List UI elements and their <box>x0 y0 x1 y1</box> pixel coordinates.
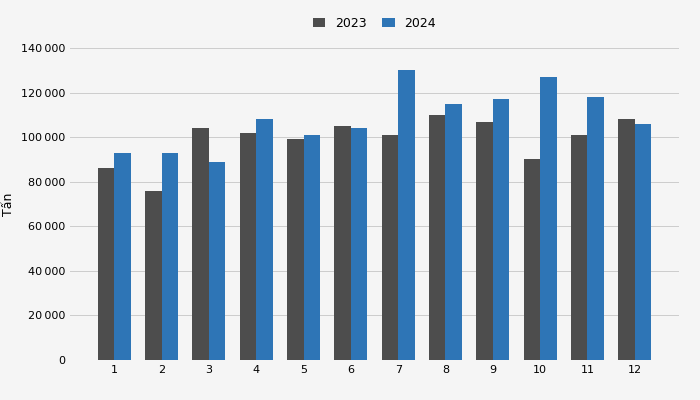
Bar <box>256 119 273 360</box>
Bar <box>335 126 351 360</box>
Bar <box>635 124 651 360</box>
Bar <box>382 135 398 360</box>
Legend: 2023, 2024: 2023, 2024 <box>313 17 436 30</box>
Bar <box>540 77 556 360</box>
Bar <box>493 99 510 360</box>
Bar <box>445 104 462 360</box>
Bar <box>476 122 493 360</box>
Bar <box>524 160 540 360</box>
Bar <box>193 128 209 360</box>
Bar <box>304 135 320 360</box>
Bar <box>114 153 131 360</box>
Bar <box>287 139 304 360</box>
Bar <box>618 119 635 360</box>
Bar <box>98 168 114 360</box>
Bar <box>351 128 368 360</box>
Y-axis label: Tấn: Tấn <box>2 192 15 216</box>
Bar <box>398 70 414 360</box>
Bar <box>162 153 178 360</box>
Bar <box>429 115 445 360</box>
Bar <box>571 135 587 360</box>
Bar <box>145 191 162 360</box>
Bar <box>239 133 256 360</box>
Bar <box>209 162 225 360</box>
Bar <box>587 97 604 360</box>
